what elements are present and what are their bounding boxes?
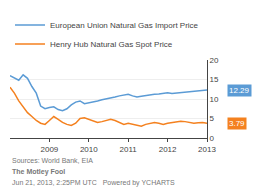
svg-text:2012: 2012 [159, 145, 177, 154]
svg-text:10: 10 [210, 95, 219, 104]
svg-text:Henry Hub Natural Gas Spot Pri: Henry Hub Natural Gas Spot Price [50, 40, 173, 49]
svg-text:20: 20 [210, 56, 219, 65]
svg-text:12.29: 12.29 [229, 86, 250, 95]
svg-text:Sources: World Bank, EIA: Sources: World Bank, EIA [12, 157, 93, 164]
svg-text:2010: 2010 [80, 145, 98, 154]
svg-text:2011: 2011 [120, 145, 138, 154]
svg-text:2013: 2013 [198, 145, 216, 154]
svg-text:0: 0 [210, 134, 215, 143]
svg-text:European Union Natural Gas Imp: European Union Natural Gas Import Price [50, 21, 199, 30]
svg-text:2009: 2009 [41, 145, 59, 154]
svg-text:Jun 21, 2013, 2:25PM UTC Pow: Jun 21, 2013, 2:25PM UTC Powered by YCHA… [12, 179, 175, 187]
svg-text:3.79: 3.79 [229, 119, 245, 128]
svg-text:15: 15 [210, 75, 219, 84]
svg-text:The Motley Fool: The Motley Fool [12, 168, 65, 176]
svg-text:5: 5 [210, 114, 215, 123]
